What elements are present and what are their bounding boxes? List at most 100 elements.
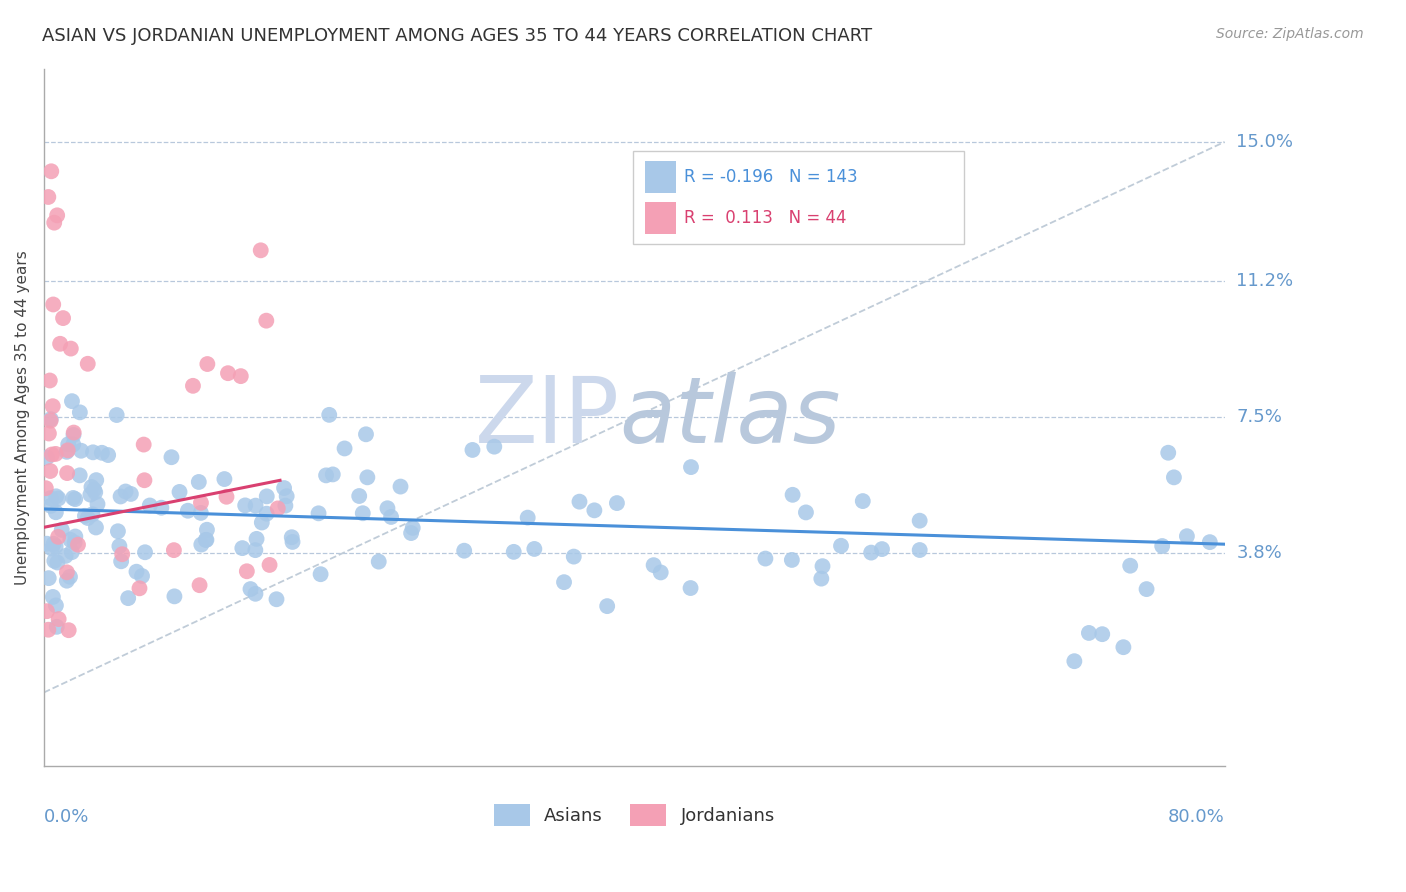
Point	[169, 484, 191, 499]
Point	[177, 504, 200, 518]
Point	[90, 446, 112, 460]
Point	[245, 499, 267, 513]
Point	[45, 599, 67, 613]
Text: ASIAN VS JORDANIAN UNEMPLOYMENT AMONG AGES 35 TO 44 YEARS CORRELATION CHART: ASIAN VS JORDANIAN UNEMPLOYMENT AMONG AG…	[42, 27, 872, 45]
Point	[73, 508, 96, 523]
Point	[308, 506, 330, 520]
Point	[908, 543, 931, 558]
Point	[266, 592, 288, 607]
Y-axis label: Unemployment Among Ages 35 to 44 years: Unemployment Among Ages 35 to 44 years	[15, 250, 30, 584]
Point	[56, 574, 79, 588]
Point	[860, 546, 883, 560]
Legend: Asians, Jordanians: Asians, Jordanians	[486, 797, 782, 833]
Point	[163, 543, 186, 558]
Point	[134, 545, 156, 559]
Point	[82, 445, 104, 459]
Point	[65, 529, 87, 543]
Point	[48, 612, 70, 626]
Point	[44, 554, 66, 568]
Point	[80, 480, 103, 494]
Point	[56, 443, 79, 458]
Point	[76, 511, 98, 525]
Point	[45, 620, 67, 634]
Point	[46, 556, 69, 570]
Point	[41, 541, 63, 556]
Point	[35, 604, 58, 618]
Point	[132, 437, 155, 451]
Point	[39, 464, 62, 478]
Point	[523, 541, 546, 556]
Point	[502, 545, 524, 559]
Point	[84, 473, 107, 487]
Point	[35, 450, 58, 465]
Point	[318, 408, 340, 422]
Point	[59, 342, 82, 356]
Point	[245, 587, 267, 601]
Point	[273, 481, 295, 495]
Point	[830, 539, 852, 553]
Text: 7.5%: 7.5%	[1236, 409, 1282, 426]
Point	[117, 591, 139, 606]
Point	[70, 443, 93, 458]
Point	[131, 569, 153, 583]
Point	[562, 549, 585, 564]
Point	[42, 590, 65, 604]
Point	[810, 572, 832, 586]
Point	[59, 533, 82, 547]
Point	[38, 571, 60, 585]
Point	[35, 537, 58, 551]
Point	[352, 506, 374, 520]
Point	[42, 399, 65, 413]
Point	[245, 532, 267, 546]
Point	[56, 566, 79, 580]
Point	[274, 499, 297, 513]
Text: 3.8%: 3.8%	[1236, 544, 1282, 562]
Point	[83, 483, 105, 497]
Point	[1198, 535, 1220, 549]
Point	[1119, 558, 1142, 573]
Point	[69, 468, 91, 483]
Point	[39, 499, 62, 513]
Point	[45, 447, 67, 461]
Point	[52, 311, 75, 326]
Point	[256, 507, 278, 521]
Point	[229, 369, 252, 384]
Point	[322, 467, 344, 482]
Point	[461, 442, 484, 457]
Point	[553, 575, 575, 590]
Point	[110, 554, 132, 568]
Point	[38, 426, 60, 441]
Point	[389, 479, 412, 493]
Point	[1077, 626, 1099, 640]
Point	[150, 500, 173, 515]
Point	[333, 442, 356, 456]
Point	[811, 559, 834, 574]
Point	[315, 468, 337, 483]
Point	[66, 538, 89, 552]
Point	[281, 535, 304, 549]
Point	[58, 437, 80, 451]
Point	[1163, 470, 1185, 484]
Point	[794, 505, 817, 519]
Point	[84, 485, 107, 500]
Point	[62, 491, 84, 505]
Point	[596, 599, 619, 614]
Point	[650, 566, 672, 580]
Point	[367, 555, 389, 569]
Point	[347, 489, 370, 503]
Point	[110, 490, 132, 504]
Point	[35, 481, 58, 495]
Point	[82, 508, 104, 522]
Point	[45, 505, 67, 519]
Point	[46, 208, 69, 222]
Point	[63, 535, 86, 549]
Text: ZIP: ZIP	[474, 372, 620, 462]
Point	[568, 494, 591, 508]
Point	[399, 526, 422, 541]
Text: R =  0.113   N = 44: R = 0.113 N = 44	[685, 209, 846, 227]
Point	[60, 394, 83, 409]
Point	[643, 558, 665, 573]
Point	[45, 489, 67, 503]
Point	[58, 623, 80, 637]
Point	[181, 379, 204, 393]
